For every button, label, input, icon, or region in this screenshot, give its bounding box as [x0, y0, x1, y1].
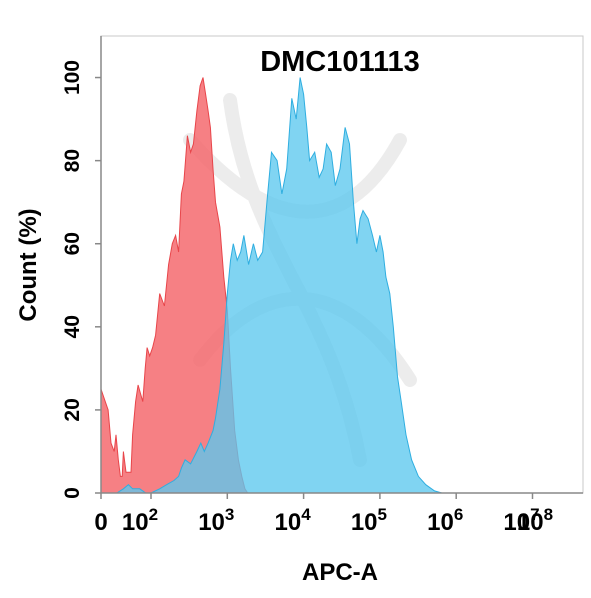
- x-tick-label: 108: [517, 505, 553, 536]
- histogram-outline-series-1: [100, 77, 249, 494]
- y-axis-ticks: 0 20 40 60 80 100: [61, 60, 101, 499]
- x-tick-label: 102: [122, 505, 158, 536]
- x-tick-label: 105: [351, 505, 387, 536]
- x-tick-label: 0: [94, 509, 107, 536]
- y-tick-label: 100: [61, 60, 84, 95]
- y-tick-label: 40: [61, 315, 84, 338]
- histogram-area-series-2: [101, 77, 442, 493]
- x-tick-label: 107: [503, 505, 539, 536]
- x-tick-label: 103: [198, 505, 234, 536]
- histogram-outline-series-2: [101, 77, 443, 494]
- x-tick-label: 104: [275, 505, 312, 536]
- series-layer: [100, 77, 443, 494]
- y-tick-label: 80: [61, 149, 84, 172]
- chart-title: DMC101113: [260, 46, 420, 78]
- y-tick-label: 60: [61, 232, 84, 255]
- y-tick-label: 20: [61, 398, 84, 421]
- x-axis-label: APC-A: [302, 559, 378, 586]
- y-axis-label: Count (%): [15, 208, 42, 321]
- x-tick-label: 106: [427, 505, 463, 536]
- y-tick-label: 0: [61, 487, 84, 499]
